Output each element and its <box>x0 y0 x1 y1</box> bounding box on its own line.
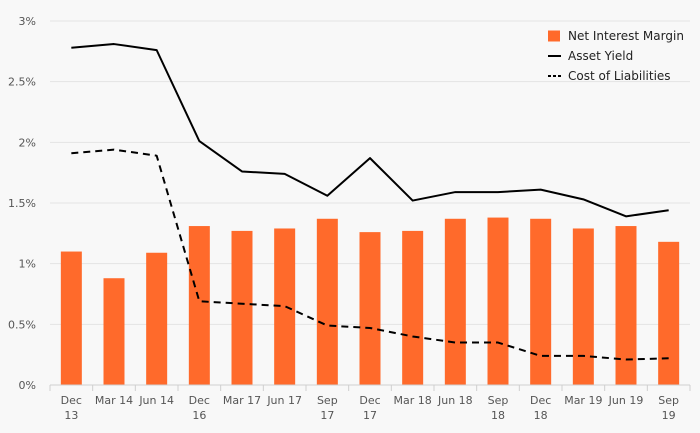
bar <box>359 232 381 385</box>
bar <box>231 230 253 385</box>
y-tick-label: 3% <box>19 15 36 28</box>
x-tick-label: 17 <box>320 409 334 422</box>
legend: Net Interest Margin Asset Yield Cost of Li… <box>548 29 684 83</box>
bar <box>103 278 125 385</box>
x-axis-ticks: Dec 13 Mar 14 Jun 14 Dec 16 Mar 17 Jun 17 Sep 17 D… <box>49 385 691 422</box>
y-tick-label: 1% <box>19 258 36 271</box>
x-tick-label: Dec <box>61 394 82 407</box>
x-tick-label: 18 <box>491 409 505 422</box>
legend-label: Net Interest Margin <box>568 29 684 43</box>
bar <box>530 218 552 385</box>
x-tick-label: 13 <box>64 409 78 422</box>
x-tick-label: Dec <box>359 394 380 407</box>
x-tick-label: 17 <box>363 409 377 422</box>
line-asset-yield <box>71 43 669 218</box>
x-tick-label: 18 <box>534 409 548 422</box>
y-axis-ticks: 0% 0.5% 1% 1.5% 2% 2.5% 3% <box>8 15 36 392</box>
bars-net-interest-margin <box>60 217 680 385</box>
y-tick-label: 1.5% <box>8 197 36 210</box>
bar <box>146 252 168 385</box>
x-tick-label: Jun 18 <box>437 394 473 407</box>
bar <box>316 218 338 385</box>
y-tick-label: 0% <box>19 379 36 392</box>
y-tick-label: 0.5% <box>8 318 36 331</box>
bar <box>188 226 210 385</box>
x-tick-label: Jun 19 <box>608 394 644 407</box>
x-tick-label: Jun 14 <box>138 394 174 407</box>
legend-swatch-bar <box>548 30 560 42</box>
legend-label: Asset Yield <box>568 49 633 63</box>
x-tick-label: Sep <box>488 394 509 407</box>
bar <box>274 228 296 385</box>
bar <box>402 230 424 385</box>
x-tick-label: Sep <box>317 394 338 407</box>
y-tick-label: 2.5% <box>8 76 36 89</box>
x-tick-label: Mar 17 <box>223 394 261 407</box>
bar <box>615 226 637 385</box>
bar <box>444 218 466 385</box>
x-tick-label: 19 <box>662 409 676 422</box>
x-tick-label: 16 <box>192 409 206 422</box>
legend-label: Cost of Liabilities <box>568 69 671 83</box>
bar <box>487 217 509 385</box>
x-tick-label: Mar 18 <box>394 394 432 407</box>
x-tick-label: Dec <box>189 394 210 407</box>
x-tick-label: Jun 17 <box>266 394 302 407</box>
x-tick-label: Sep <box>658 394 679 407</box>
series-lines <box>71 43 669 361</box>
x-tick-label: Dec <box>530 394 551 407</box>
x-tick-label: Mar 14 <box>95 394 133 407</box>
bar <box>572 228 594 385</box>
line-cost-of-liabilities <box>71 148 669 361</box>
x-tick-label: Mar 19 <box>564 394 602 407</box>
bar <box>658 241 680 385</box>
y-tick-label: 2% <box>19 136 36 149</box>
bar <box>60 251 82 385</box>
